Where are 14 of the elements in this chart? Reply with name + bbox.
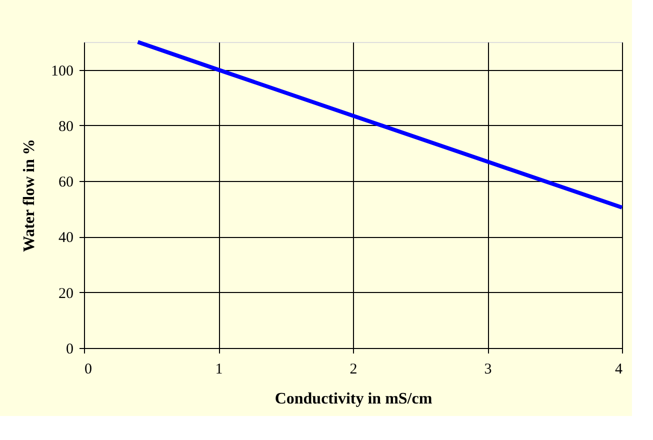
line-series (136, 40, 624, 210)
x-tick-label: 4 (615, 362, 623, 378)
y-tick-label: 20 (58, 286, 74, 302)
y-tick-label: 100 (51, 63, 74, 80)
y-tick-label: 0 (66, 342, 74, 358)
x-tick-label: 1 (215, 362, 223, 378)
y-tick-label: 60 (58, 174, 74, 191)
x-axis-title: Conductivity in mS/cm (274, 390, 433, 408)
y-axis-title: Water flow in % (21, 138, 38, 252)
y-tick-label: 40 (58, 230, 74, 246)
x-tick-label: 3 (484, 362, 492, 378)
x-tick-label: 2 (350, 362, 358, 378)
y-tick-label: 80 (58, 118, 74, 135)
x-tick-label: 0 (84, 362, 92, 378)
